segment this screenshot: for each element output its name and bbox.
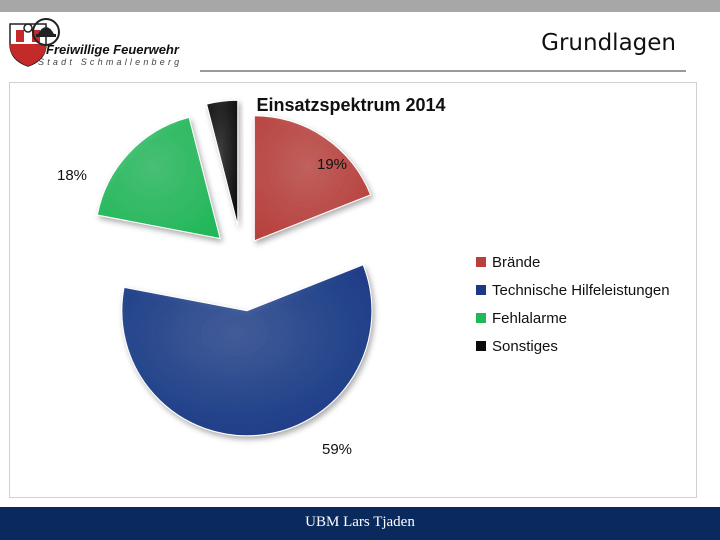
fire-helmet-icon [32, 18, 60, 46]
legend-label: Sonstiges [492, 338, 558, 355]
logo-title: Freiwillige Feuerwehr [46, 42, 179, 57]
pie-chart: Einsatzspektrum 2014 19% 59% 18% Brände Techn… [57, 95, 670, 458]
legend-swatch [476, 313, 486, 323]
footer-bar: UBM Lars Tjaden [0, 507, 720, 540]
legend-label: Brände [492, 254, 540, 271]
legend-swatch [476, 257, 486, 267]
pie-slice-fehlalarme [96, 116, 221, 240]
footer-text: UBM Lars Tjaden [305, 514, 415, 530]
top-strip [0, 0, 720, 12]
header-divider [200, 70, 686, 72]
slide-title: Grundlagen [541, 30, 676, 56]
legend-swatch [476, 341, 486, 351]
data-label: 59% [322, 441, 352, 458]
fire-department-logo [6, 16, 206, 72]
data-label: 18% [57, 167, 87, 184]
legend-swatch [476, 285, 486, 295]
pie-slice-technische-hilfeleistungen [121, 264, 373, 437]
chart-title: Einsatzspektrum 2014 [256, 95, 445, 115]
legend-label: Fehlalarme [492, 310, 567, 327]
logo-subtitle: Stadt Schmallenberg [38, 57, 183, 67]
data-label: 19% [317, 156, 347, 173]
pie-slice-sonstiges [206, 99, 239, 226]
chart-area: Einsatzspektrum 2014 19% 59% 18% Brände Techn… [9, 82, 697, 498]
pie-slice-brände [253, 115, 372, 242]
legend-label: Technische Hilfeleistungen [492, 282, 670, 299]
